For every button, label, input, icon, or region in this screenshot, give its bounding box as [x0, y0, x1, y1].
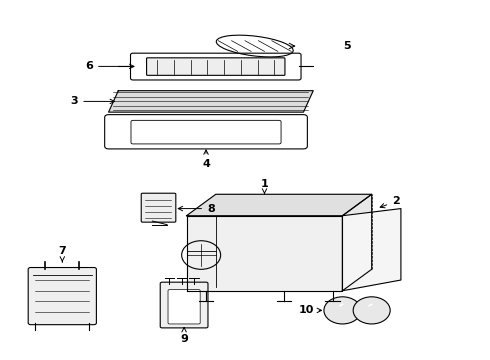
Text: 9: 9: [180, 328, 188, 344]
FancyBboxPatch shape: [147, 58, 285, 75]
Text: 3: 3: [71, 96, 115, 107]
FancyBboxPatch shape: [141, 193, 176, 222]
Polygon shape: [109, 91, 313, 112]
Polygon shape: [187, 194, 372, 216]
FancyBboxPatch shape: [28, 267, 97, 325]
Circle shape: [353, 297, 390, 324]
Text: 6: 6: [85, 62, 134, 71]
Text: 1: 1: [261, 179, 269, 194]
Polygon shape: [343, 194, 372, 291]
Circle shape: [324, 297, 361, 324]
FancyBboxPatch shape: [131, 120, 281, 144]
Text: 10: 10: [298, 305, 321, 315]
Text: 7: 7: [58, 247, 66, 262]
FancyBboxPatch shape: [160, 282, 208, 328]
Text: 2: 2: [380, 197, 400, 208]
Text: 5: 5: [343, 41, 351, 51]
FancyBboxPatch shape: [168, 290, 200, 324]
Polygon shape: [187, 216, 343, 291]
Text: 8: 8: [178, 203, 215, 213]
Polygon shape: [343, 208, 401, 291]
Text: 4: 4: [202, 150, 210, 169]
